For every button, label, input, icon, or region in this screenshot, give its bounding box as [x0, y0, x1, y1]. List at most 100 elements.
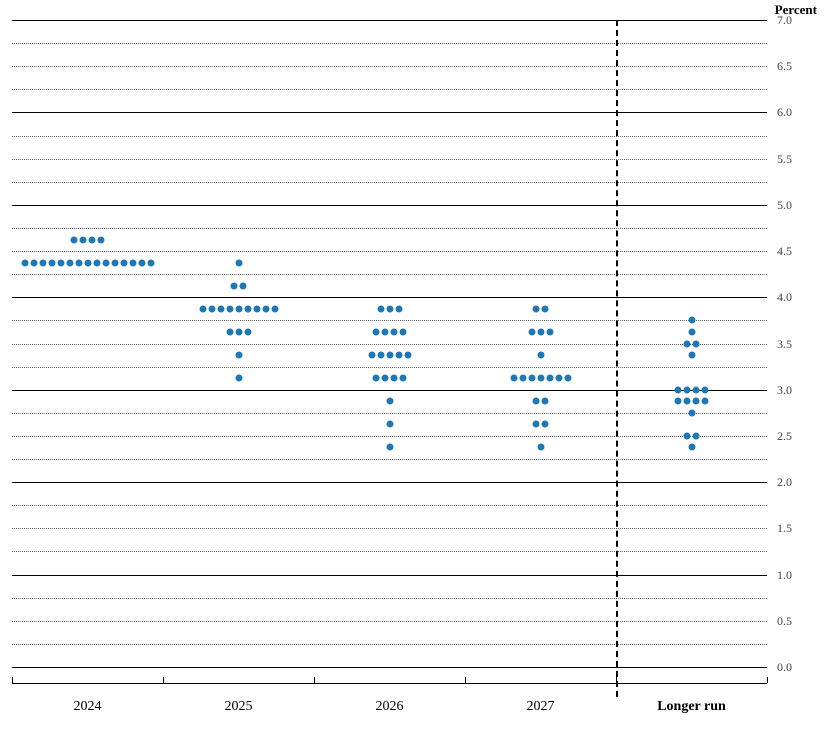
- projection-dot: [147, 259, 154, 266]
- projection-dot: [48, 259, 55, 266]
- projection-dot: [377, 305, 384, 312]
- projection-dot: [377, 352, 384, 359]
- projection-dot: [688, 352, 695, 359]
- projection-dot: [537, 375, 544, 382]
- y-axis-title: Percent: [775, 2, 817, 18]
- dot-plot-chart: 0.00.51.01.52.02.53.03.54.04.55.05.56.06…: [0, 0, 827, 737]
- gridline-minor: [12, 159, 767, 160]
- y-tick-label: 0.0: [777, 660, 792, 675]
- projection-dot: [693, 340, 700, 347]
- x-tick: [767, 677, 768, 683]
- y-tick-label: 4.0: [777, 290, 792, 305]
- y-tick-label: 6.0: [777, 105, 792, 120]
- projection-dot: [208, 305, 215, 312]
- projection-dot: [39, 259, 46, 266]
- x-tick: [314, 677, 315, 683]
- gridline-minor: [12, 66, 767, 67]
- projection-dot: [688, 444, 695, 451]
- x-category-label: 2027: [527, 699, 555, 715]
- y-tick-label: 3.5: [777, 337, 792, 352]
- projection-dot: [217, 305, 224, 312]
- projection-dot: [519, 375, 526, 382]
- gridline-minor: [12, 436, 767, 437]
- x-tick: [12, 677, 13, 683]
- projection-dot: [546, 328, 553, 335]
- x-axis-line: [12, 683, 767, 684]
- projection-dot: [386, 352, 393, 359]
- projection-dot: [80, 236, 87, 243]
- gridline-minor: [12, 89, 767, 90]
- gridline-minor: [12, 598, 767, 599]
- projection-dot: [244, 328, 251, 335]
- projection-dot: [693, 432, 700, 439]
- gridline-major: [12, 575, 767, 576]
- projection-dot: [138, 259, 145, 266]
- projection-dot: [564, 375, 571, 382]
- projection-dot: [391, 375, 398, 382]
- projection-dot: [693, 398, 700, 405]
- projection-dot: [382, 375, 389, 382]
- projection-dot: [21, 259, 28, 266]
- projection-dot: [240, 282, 247, 289]
- projection-dot: [120, 259, 127, 266]
- gridline-major: [12, 390, 767, 391]
- projection-dot: [400, 375, 407, 382]
- projection-dot: [386, 421, 393, 428]
- projection-dot: [684, 386, 691, 393]
- projection-dot: [235, 328, 242, 335]
- x-category-label: 2024: [74, 699, 102, 715]
- gridline-major: [12, 482, 767, 483]
- gridline-minor: [12, 320, 767, 321]
- projection-dot: [102, 259, 109, 266]
- projection-dot: [702, 386, 709, 393]
- gridline-minor: [12, 43, 767, 44]
- projection-dot: [382, 328, 389, 335]
- projection-dot: [533, 398, 540, 405]
- projection-dot: [98, 236, 105, 243]
- projection-dot: [129, 259, 136, 266]
- projection-dot: [546, 375, 553, 382]
- projection-dot: [71, 236, 78, 243]
- y-tick-label: 1.0: [777, 568, 792, 583]
- projection-dot: [30, 259, 37, 266]
- plot-area: [12, 20, 767, 667]
- projection-dot: [66, 259, 73, 266]
- gridline-minor: [12, 528, 767, 529]
- projection-dot: [688, 317, 695, 324]
- projection-dot: [235, 375, 242, 382]
- projection-dot: [89, 236, 96, 243]
- projection-dot: [235, 352, 242, 359]
- gridline-minor: [12, 505, 767, 506]
- projection-dot: [684, 432, 691, 439]
- projection-dot: [675, 386, 682, 393]
- gridline-major: [12, 297, 767, 298]
- projection-dot: [235, 305, 242, 312]
- projection-dot: [244, 305, 251, 312]
- projection-dot: [93, 259, 100, 266]
- projection-dot: [373, 375, 380, 382]
- projection-dot: [400, 328, 407, 335]
- x-category-label: Longer run: [657, 699, 726, 715]
- gridline-minor: [12, 551, 767, 552]
- y-tick-label: 6.5: [777, 59, 792, 74]
- y-tick-label: 2.0: [777, 475, 792, 490]
- projection-dot: [688, 328, 695, 335]
- projection-dot: [542, 398, 549, 405]
- y-tick-label: 2.5: [777, 429, 792, 444]
- y-tick-label: 4.5: [777, 244, 792, 259]
- projection-dot: [537, 444, 544, 451]
- projection-dot: [386, 444, 393, 451]
- projection-dot: [57, 259, 64, 266]
- projection-dot: [386, 398, 393, 405]
- gridline-major: [12, 112, 767, 113]
- x-tick: [616, 677, 617, 683]
- projection-dot: [693, 386, 700, 393]
- gridline-minor: [12, 251, 767, 252]
- projection-dot: [395, 305, 402, 312]
- projection-dot: [373, 328, 380, 335]
- projection-dot: [542, 421, 549, 428]
- projection-dot: [226, 305, 233, 312]
- projection-dot: [253, 305, 260, 312]
- x-category-label: 2025: [225, 699, 253, 715]
- projection-dot: [271, 305, 278, 312]
